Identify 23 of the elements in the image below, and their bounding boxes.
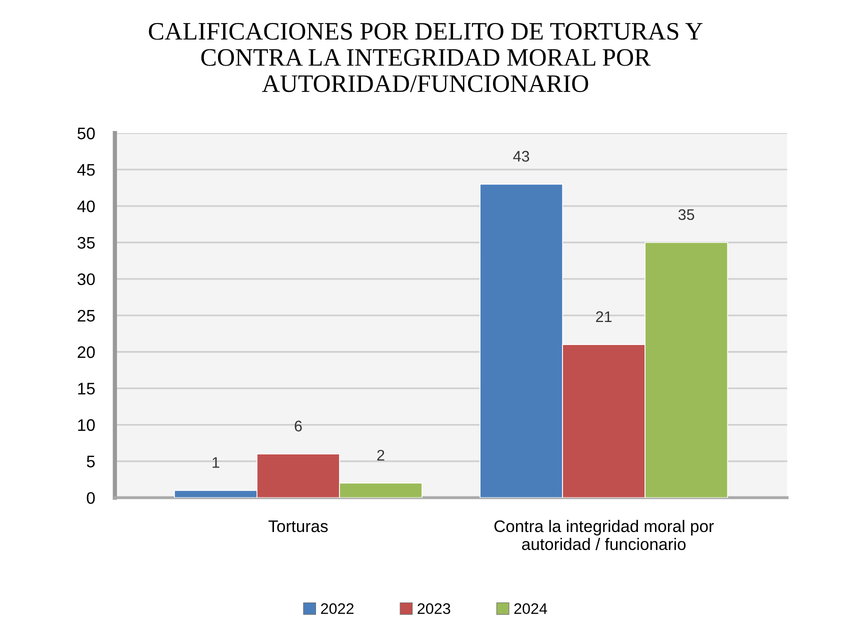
y-tick-label: 30 [78,273,95,286]
y-tick-label: 5 [86,456,95,468]
data-label: 35 [678,209,694,220]
data-label: 2 [377,450,384,460]
x-tick-label: Contra la integridad moral por autoridad / funcionario [494,520,714,550]
y-tick-label: 50 [78,128,95,140]
y-tick-label: 25 [78,310,95,322]
y-tick-label: 35 [78,236,95,249]
data-label: 1 [212,457,220,468]
y-tick-label: 10 [78,419,95,431]
y-tick-label: 20 [78,346,95,358]
y-tick-label: 45 [77,164,95,176]
legend-label: 2024 [514,603,548,614]
data-label: 6 [294,420,302,432]
legend-label: 2023 [418,603,450,614]
y-tick-label: 40 [77,200,95,212]
chart-title: CALIFICACIONES POR DELITO DE TORTURAS Y CONTRA LA INTEGRIDAD MORAL POR AUTORIDAD/FUNCIONARIO [148,22,703,92]
y-tick-label: 0 [86,492,95,504]
data-label: 21 [596,311,612,322]
legend-label: 2022 [321,603,354,614]
y-tick-label: 15 [78,382,95,395]
data-label: 43 [513,150,530,162]
x-tick-label: Torturas [268,520,328,532]
